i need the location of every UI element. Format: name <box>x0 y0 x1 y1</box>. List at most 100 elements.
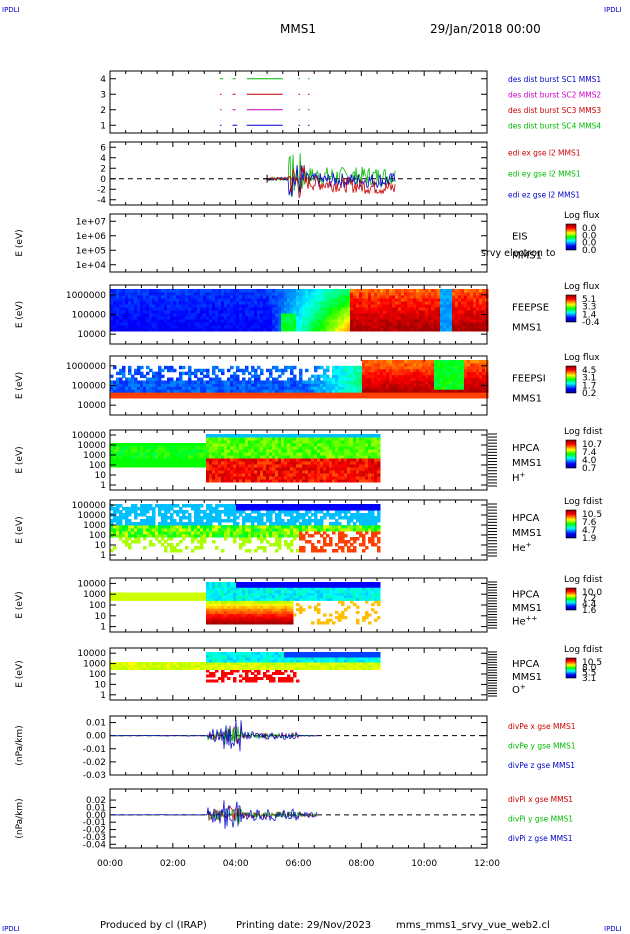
feepsi-cell <box>299 377 303 381</box>
feepsi-cell <box>239 389 243 393</box>
hpca_h-cell <box>236 476 240 480</box>
hpca_h-cell <box>293 449 297 453</box>
feepse-cell <box>281 298 285 302</box>
feepse-cell <box>155 316 159 320</box>
feepsi-cell <box>428 380 432 384</box>
feepsi-cell <box>197 392 201 396</box>
hpca_h-cell <box>287 470 291 474</box>
feepse-cell <box>185 325 189 329</box>
feepse-cell <box>233 292 237 296</box>
feepsi-cell <box>338 389 342 393</box>
footer-file: mms_mms1_srvy_vue_web2.cl <box>396 920 550 931</box>
hpca_he-cell <box>170 507 174 511</box>
feepse-cell <box>365 292 369 296</box>
feepse-cell <box>140 295 144 299</box>
feepse-cell <box>299 292 303 296</box>
feepse-cell <box>452 307 456 311</box>
hpca_h-cell <box>170 449 174 453</box>
feepse-cell <box>191 322 195 326</box>
hpca_h-cell <box>350 461 354 465</box>
hpca_he-cell <box>128 522 132 526</box>
feepsi-cell <box>377 392 381 396</box>
hpca_h-cell <box>326 452 330 456</box>
feepsi-cell <box>221 392 225 396</box>
feepsi-cell <box>275 386 279 390</box>
hpca_h-cell <box>245 467 249 471</box>
feepsi-cell <box>389 383 393 387</box>
hpca_h-cell <box>236 467 240 471</box>
feepse-cell <box>137 295 141 299</box>
hpca_h-cell <box>113 452 117 456</box>
feepse-cell <box>476 301 480 305</box>
feepsi-cell <box>299 368 303 373</box>
feepse-cell <box>158 325 162 329</box>
hpca_he-cell <box>131 540 135 544</box>
feepse-cell <box>254 316 258 320</box>
feepsi-cell <box>431 395 435 399</box>
feepse-cell <box>149 304 153 308</box>
feepsi-cell <box>371 389 375 393</box>
feepse-cell <box>452 316 456 320</box>
feepsi-cell <box>266 392 270 396</box>
feepse-cell <box>476 319 480 323</box>
corner-br: IPDLI <box>604 925 622 933</box>
hpca_h-cell <box>368 437 372 441</box>
feepse-cell <box>347 292 351 296</box>
feepsi-cell <box>200 368 204 373</box>
feepsi-cell <box>329 395 333 399</box>
feepsi-cell <box>125 386 129 390</box>
feepse-cell <box>167 319 171 323</box>
feepsi-cell <box>380 368 384 373</box>
feepse-cell <box>362 328 366 332</box>
hpca_he-cell <box>137 531 141 535</box>
feepse-cell <box>293 322 297 326</box>
hpca_h-cell <box>290 437 294 441</box>
feepse-cell <box>338 295 342 299</box>
feepse-cell <box>416 301 420 305</box>
feepsi-cell <box>413 386 417 390</box>
feepsi-cell <box>233 389 237 393</box>
feepsi-cell <box>359 374 363 379</box>
hpca_h-cell <box>224 443 228 447</box>
feepsi-cell <box>323 374 327 379</box>
hpca_h-cell <box>299 461 303 465</box>
feepse-cell <box>362 307 366 311</box>
hpca_h-cell <box>365 437 369 441</box>
feepse-cell <box>365 313 369 317</box>
hpca_he-cell <box>158 507 162 511</box>
eis-ytick-label: 1e+07 <box>76 217 106 227</box>
feepse-cell <box>125 316 129 320</box>
hpca_h-cell <box>161 461 165 465</box>
hpca_h-cell <box>260 470 264 474</box>
feepse-cell <box>296 310 300 314</box>
hpca_h-cell <box>236 452 240 456</box>
feepse-cell <box>476 304 480 308</box>
feepsi-cell <box>251 383 255 387</box>
hpca_h-cell <box>191 452 195 456</box>
feepse-cell <box>113 289 117 293</box>
feepsi-cell <box>473 380 477 384</box>
feepse-cell <box>206 304 210 308</box>
feepsi-cell <box>401 386 405 390</box>
feepsi-cell <box>320 392 324 396</box>
feepsi-cell <box>356 374 360 379</box>
feepsi-cell <box>209 395 213 399</box>
feepse-cell <box>212 295 216 299</box>
feepse-cell <box>425 328 429 332</box>
feepse-cell <box>236 328 240 332</box>
feepsi-cell <box>434 389 438 393</box>
feepse-cell <box>278 310 282 314</box>
hpca_h-cell <box>137 461 141 465</box>
feepse-cell <box>419 319 423 323</box>
hpca_h-cell <box>140 443 144 447</box>
hpca_h-cell <box>167 443 171 447</box>
feepsi-cell <box>155 374 159 379</box>
feepse-cell <box>221 292 225 296</box>
hpca_h-cell <box>188 455 192 459</box>
feepse-cell <box>191 307 195 311</box>
feepse-cell <box>245 307 249 311</box>
hpca_h-cell <box>350 470 354 474</box>
feepsi-cell <box>446 386 450 390</box>
hpca_h-cell <box>287 443 291 447</box>
